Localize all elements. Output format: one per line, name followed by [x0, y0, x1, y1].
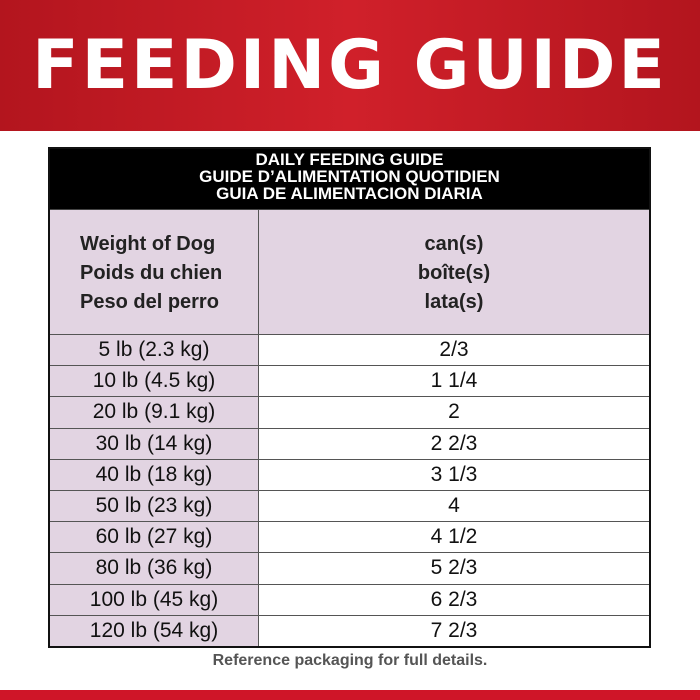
weight-cell: 120 lb (54 kg) [50, 615, 259, 646]
amount-cell: 3 1/3 [259, 459, 649, 490]
weight-cell: 10 lb (4.5 kg) [50, 366, 259, 397]
title-banner: FEEDING GUIDE [0, 0, 700, 131]
amount-cell: 1 1/4 [259, 366, 649, 397]
cans-header: can(s) boîte(s) lata(s) [259, 210, 649, 334]
table-row: 100 lb (45 kg) 6 2/3 [50, 583, 649, 615]
weight-cell: 40 lb (18 kg) [50, 459, 259, 490]
weight-header: Weight of Dog Poids du chien Peso del pe… [50, 210, 259, 334]
table-row: 50 lb (23 kg) 4 [50, 489, 649, 522]
bottom-bar [0, 690, 700, 700]
weight-cell: 100 lb (45 kg) [50, 584, 259, 615]
title-line-es: GUIA DE ALIMENTACION DIARIA [216, 184, 483, 203]
table-row: 10 lb (4.5 kg) 1 1/4 [50, 365, 649, 397]
table-row: 5 lb (2.3 kg) 2/3 [50, 334, 649, 366]
footer-note: Reference packaging for full details. [212, 652, 488, 669]
amount-cell: 7 2/3 [259, 615, 649, 646]
table-title: DAILY FEEDING GUIDE GUIDE D’ALIMENTATION… [50, 149, 649, 209]
weight-header-en: Weight of Dog [80, 233, 216, 255]
title-line-en: DAILY FEEDING GUIDE [255, 150, 444, 169]
weight-cell: 5 lb (2.3 kg) [50, 335, 259, 366]
weight-header-fr: Poids du chien [80, 262, 223, 284]
column-headers: Weight of Dog Poids du chien Peso del pe… [50, 209, 649, 334]
weight-cell: 50 lb (23 kg) [50, 490, 259, 522]
table-row: 20 lb (9.1 kg) 2 [50, 396, 649, 428]
weight-header-es: Peso del perro [80, 291, 219, 313]
amount-cell: 2 [259, 397, 649, 428]
feeding-table: DAILY FEEDING GUIDE GUIDE D’ALIMENTATION… [48, 147, 651, 648]
weight-cell: 60 lb (27 kg) [50, 522, 259, 553]
amount-cell: 4 [259, 490, 649, 522]
table-row: 120 lb (54 kg) 7 2/3 [50, 614, 649, 646]
cans-header-en: can(s) [424, 233, 484, 255]
weight-cell: 80 lb (36 kg) [50, 553, 259, 584]
table-row: 30 lb (14 kg) 2 2/3 [50, 427, 649, 459]
weight-cell: 30 lb (14 kg) [50, 428, 259, 459]
table-row: 80 lb (36 kg) 5 2/3 [50, 552, 649, 584]
cans-header-es: lata(s) [424, 291, 484, 313]
title-line-fr: GUIDE D’ALIMENTATION QUOTIDIEN [199, 167, 500, 186]
page-title: FEEDING GUIDE [32, 26, 668, 105]
table-row: 60 lb (27 kg) 4 1/2 [50, 521, 649, 553]
amount-cell: 2/3 [259, 335, 649, 366]
amount-cell: 4 1/2 [259, 522, 649, 553]
cans-header-fr: boîte(s) [417, 262, 491, 284]
weight-cell: 20 lb (9.1 kg) [50, 397, 259, 428]
amount-cell: 6 2/3 [259, 584, 649, 615]
amount-cell: 5 2/3 [259, 553, 649, 584]
amount-cell: 2 2/3 [259, 428, 649, 459]
table-row: 40 lb (18 kg) 3 1/3 [50, 458, 649, 490]
